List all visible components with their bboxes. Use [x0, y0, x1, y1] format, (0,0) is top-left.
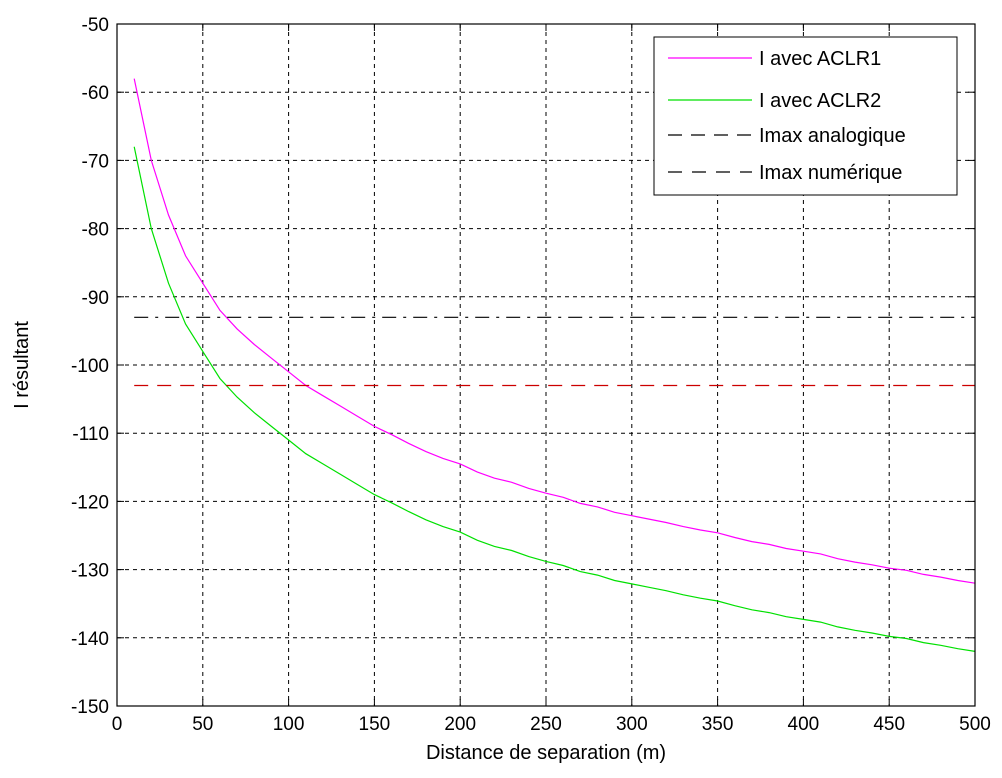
y-tick-label: -90 — [82, 288, 109, 309]
y-tick-label: -140 — [71, 629, 109, 650]
y-tick-label: -70 — [82, 151, 109, 172]
y-tick-label: -60 — [82, 83, 109, 104]
legend-items: I avec ACLR1 I avec ACLR2 Imax analogique I… — [668, 48, 906, 184]
x-tick-label: 200 — [444, 714, 476, 735]
y-tick-label: -150 — [71, 697, 109, 718]
axis-ticks — [116, 23, 976, 707]
x-tick-label: 100 — [273, 714, 305, 735]
y-tick-label: -80 — [82, 220, 109, 241]
series-line-1 — [133, 78, 976, 584]
x-axis-title: Distance de separation (m) — [426, 742, 666, 764]
legend-box — [653, 36, 958, 196]
legend-label-2: I avec ACLR2 — [759, 90, 881, 112]
y-tick-label: -130 — [71, 561, 109, 582]
legend-label-4: Imax numérique — [759, 162, 902, 184]
x-tick-label: 400 — [788, 714, 820, 735]
y-tick-label: -50 — [82, 15, 109, 36]
y-tick-label: -120 — [71, 492, 109, 513]
x-tick-label: 250 — [530, 714, 562, 735]
x-tick-labels: 0 50 100 150 200 250 300 350 400 450 500 — [112, 714, 991, 735]
x-tick-label: 0 — [112, 714, 123, 735]
x-tick-label: 150 — [359, 714, 391, 735]
y-axis-title: I résultant — [11, 321, 33, 409]
y-tick-label: -100 — [71, 356, 109, 377]
series-layer — [133, 78, 976, 652]
x-tick-label: 50 — [192, 714, 213, 735]
y-tick-label: -110 — [72, 424, 109, 445]
x-tick-label: 300 — [616, 714, 648, 735]
x-tick-label: 450 — [873, 714, 905, 735]
x-tick-label: 500 — [959, 714, 991, 735]
series-line-2 — [133, 146, 976, 652]
y-tick-labels: -50 -60 -70 -80 -90 -100 -110 -120 -130 -140 -150 — [71, 15, 109, 718]
x-tick-label: 350 — [702, 714, 734, 735]
legend-label-3: Imax analogique — [759, 125, 906, 147]
legend-label-1: I avec ACLR1 — [759, 48, 881, 70]
legend: I avec ACLR1 I avec ACLR2 Imax analogique I… — [653, 36, 958, 196]
